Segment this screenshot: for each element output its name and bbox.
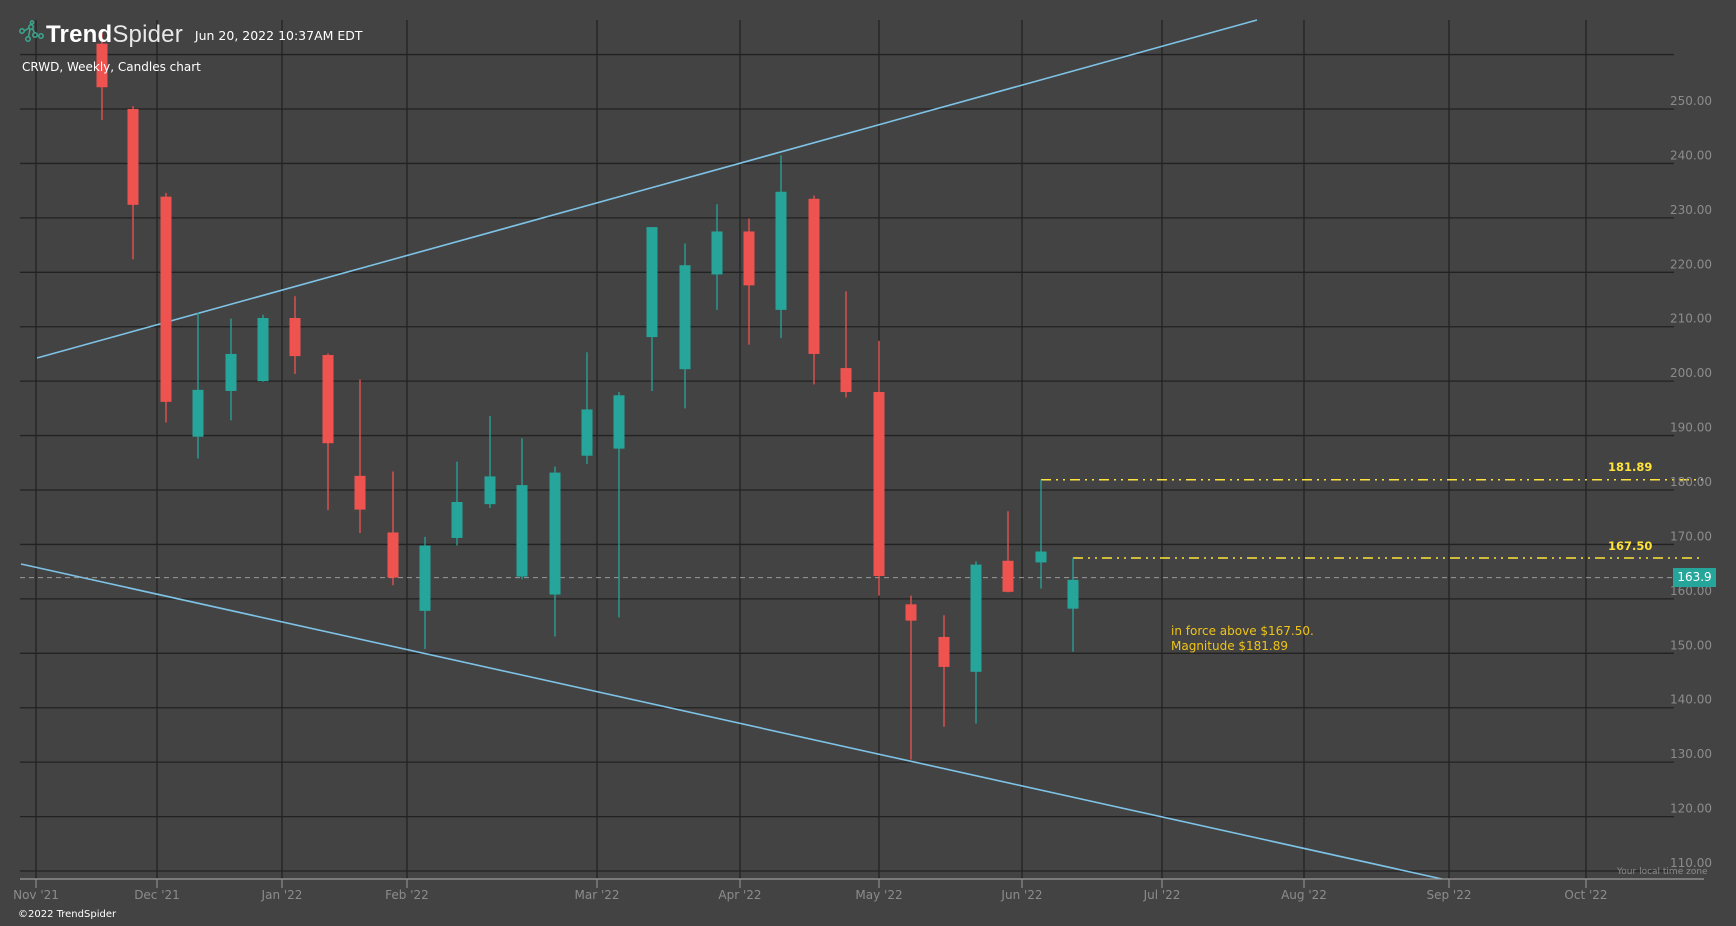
candle [679, 243, 691, 409]
x-tick-label: May '22 [855, 888, 902, 902]
candle [970, 561, 982, 724]
candle [484, 415, 496, 508]
x-tick-label: Jan '22 [261, 888, 303, 902]
y-tick-label: 130.00 [1670, 747, 1712, 761]
pattern-levels [20, 478, 1704, 579]
x-tick-label: Feb '22 [385, 888, 429, 902]
y-tick-label: 160.00 [1670, 584, 1712, 598]
y-tick-label: 220.00 [1670, 257, 1712, 271]
candle [387, 471, 399, 586]
x-tick-label: Mar '22 [574, 888, 619, 902]
x-tick-label: Oct '22 [1564, 888, 1607, 902]
level-label-in-force: 167.50 [1608, 539, 1653, 553]
candle [873, 340, 885, 596]
upper-channel-trendline[interactable] [36, 19, 1258, 359]
candle [905, 595, 917, 760]
y-tick-label: 120.00 [1670, 802, 1712, 816]
y-tick-label: 180.00 [1670, 475, 1712, 489]
candle [775, 155, 787, 339]
timezone-note: Your local time zone [1617, 867, 1708, 877]
candle [613, 392, 625, 618]
y-tick-label: 230.00 [1670, 203, 1712, 217]
y-tick-label: 110.00 [1670, 856, 1712, 870]
x-tick-label: Jun '22 [1000, 888, 1042, 902]
candle [646, 227, 658, 391]
timestamp: Jun 20, 2022 10:37AM EDT [194, 27, 363, 43]
level-label-magnitude: 181.89 [1608, 460, 1653, 474]
y-tick-label: 210.00 [1670, 312, 1712, 326]
x-tick-label: Nov '21 [13, 888, 59, 902]
annotation-line-2: Magnitude $181.89 [1171, 639, 1289, 653]
pattern-annotation: in force above $167.50. Magnitude $181.8… [1171, 624, 1314, 654]
candles [96, 32, 1079, 760]
candle [938, 615, 950, 727]
candle [192, 312, 204, 459]
x-tick-label: Apr '22 [718, 888, 761, 902]
lower-channel-trendline[interactable] [20, 563, 1443, 880]
candle [451, 461, 463, 546]
candle [743, 218, 755, 345]
candle [840, 291, 852, 398]
candle [160, 192, 172, 423]
candle [808, 195, 820, 385]
y-tick-label: 240.00 [1670, 148, 1712, 162]
candle [419, 536, 431, 649]
chart-header: TrendSpider Jun 20, 2022 10:37AM EDT [18, 20, 363, 50]
x-tick-label: Dec '21 [134, 888, 180, 902]
candle [322, 353, 334, 511]
current-price-tag: 163.9 [1673, 568, 1716, 587]
candle [127, 106, 139, 260]
trendlines[interactable] [20, 19, 1443, 880]
candle [1035, 479, 1047, 589]
candle [96, 32, 108, 120]
candle [257, 314, 269, 382]
y-tick-label: 200.00 [1670, 366, 1712, 380]
copyright: ©2022 TrendSpider [18, 909, 117, 920]
annotation-line-1: in force above $167.50. [1171, 624, 1314, 638]
candle [549, 466, 561, 637]
y-tick-label: 140.00 [1670, 693, 1712, 707]
trendspider-logo-icon [18, 20, 46, 50]
x-tick-label: Sep '22 [1427, 888, 1472, 902]
y-tick-label: 250.00 [1670, 94, 1712, 108]
candle [289, 296, 301, 375]
candle [1067, 558, 1079, 652]
y-tick-label: 170.00 [1670, 529, 1712, 543]
y-tick-label: 190.00 [1670, 421, 1712, 435]
brand-logo-text: TrendSpider [46, 21, 183, 48]
candle [354, 379, 366, 534]
candle [581, 352, 593, 464]
x-tick-label: Jul '22 [1143, 888, 1181, 902]
grid [20, 20, 1674, 879]
chart-subtitle: CRWD, Weekly, Candles chart [22, 60, 201, 74]
axes: Nov '21 Dec '21 Jan '22 Feb '22 Mar '22 Apr '… [13, 94, 1712, 902]
candle [516, 438, 528, 580]
candle [711, 204, 723, 310]
candle [1002, 511, 1014, 593]
y-tick-label: 150.00 [1670, 638, 1712, 652]
x-tick-label: Aug '22 [1281, 888, 1327, 902]
candle [225, 318, 237, 421]
